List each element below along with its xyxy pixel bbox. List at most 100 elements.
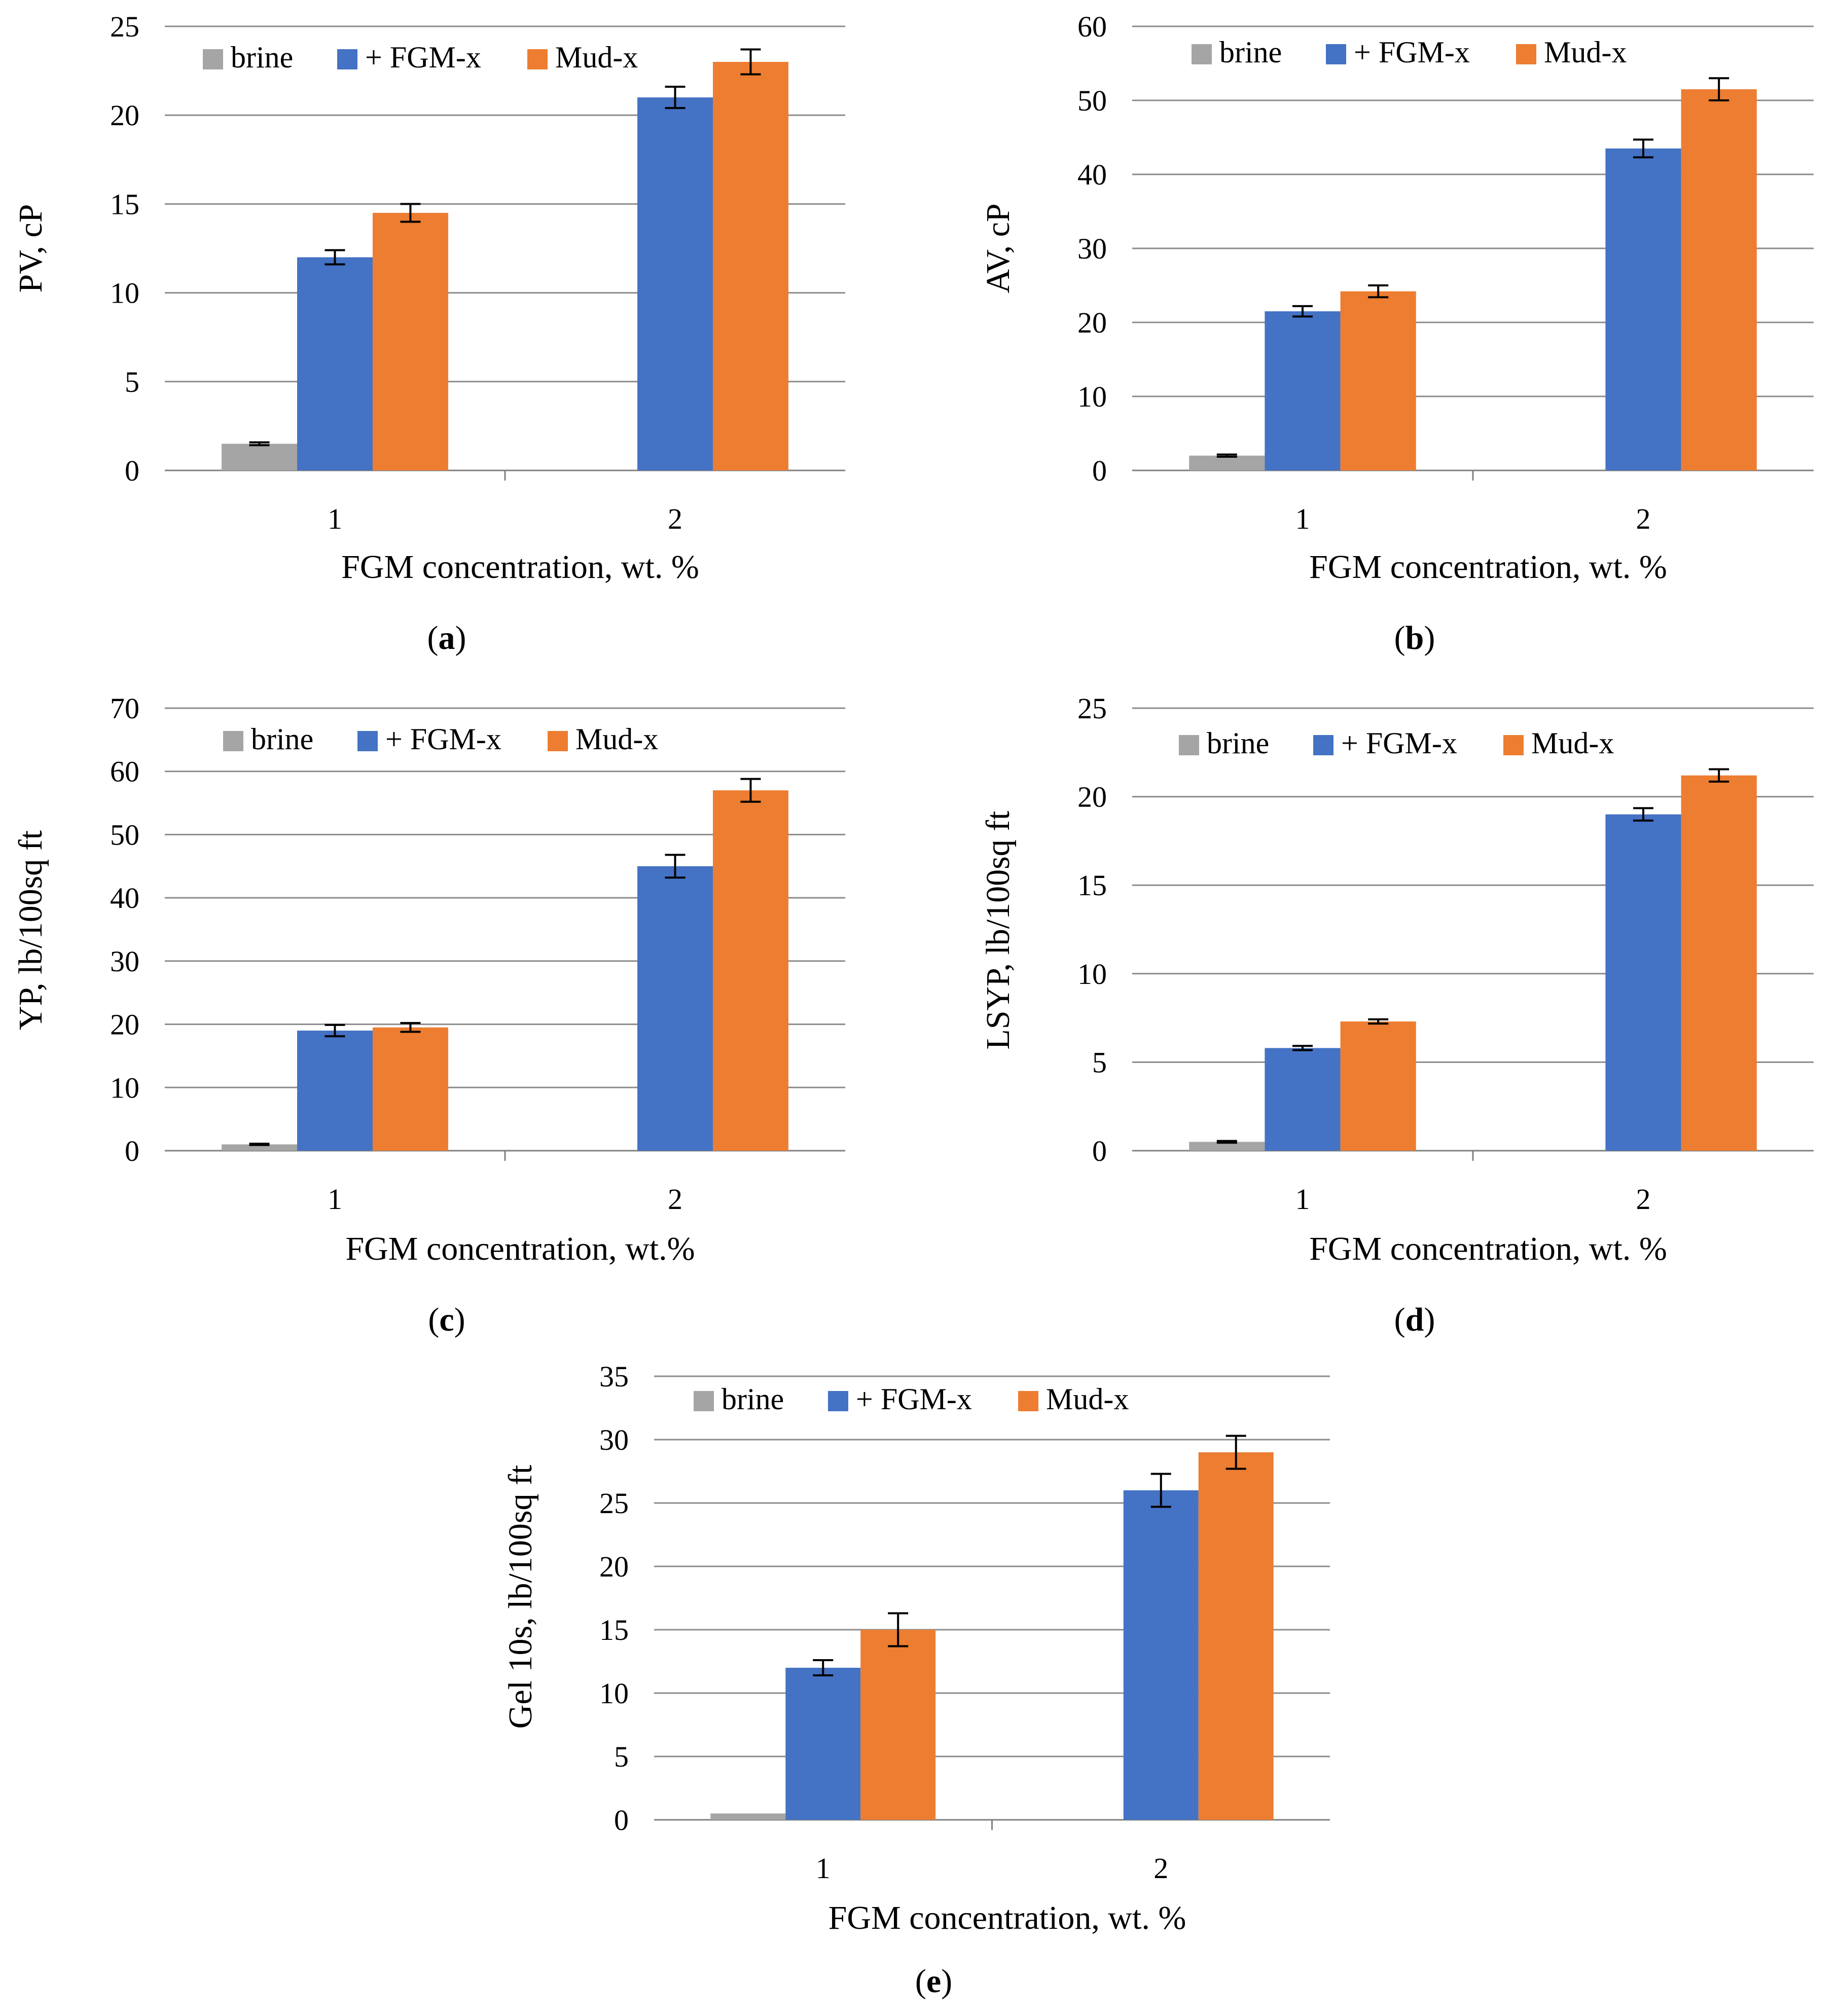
legend-swatch	[694, 1391, 714, 1411]
error-bar	[249, 441, 270, 447]
x-tick-label: 1	[328, 1183, 342, 1216]
y-tick-label: 20	[110, 1008, 139, 1041]
x-axis-title: FGM concentration, wt. %	[341, 548, 699, 585]
panel-caption: (c)	[428, 1301, 465, 1338]
x-tick-label: 2	[668, 502, 682, 535]
error-bar	[1292, 1045, 1313, 1051]
chart-panel-c: 0 10 20 30 40 50 60 70 1 2 brine + FGM-x Mud-x YP, lb…	[12, 692, 845, 1338]
x-tick-label: 1	[816, 1852, 831, 1885]
bar-brine-cat1	[710, 1813, 786, 1820]
y-tick-label: 50	[1077, 84, 1107, 117]
panel-caption: (b)	[1394, 619, 1435, 656]
legend-label: brine	[231, 41, 293, 74]
y-tick-label: 0	[125, 454, 139, 487]
error-bar	[740, 778, 761, 803]
legend-swatch	[1326, 44, 1346, 64]
bar-brine-cat1	[222, 1144, 298, 1151]
legend-swatch	[1179, 735, 1199, 755]
legend-label: Mud-x	[1544, 35, 1627, 69]
error-bar	[400, 203, 421, 223]
y-axis-title: YP, lb/100sq ft	[12, 830, 49, 1030]
bar-fgmx-cat2	[637, 866, 713, 1151]
legend-label: + FGM-x	[1354, 35, 1470, 69]
bar-fgmx-cat1	[785, 1668, 861, 1820]
y-tick-label: 15	[110, 188, 139, 221]
bar-mudx-cat1	[372, 212, 448, 470]
error-bar	[324, 1023, 345, 1038]
y-tick-label: 0	[125, 1134, 139, 1167]
y-axis-title: AV, cP	[980, 203, 1017, 293]
bar-brine-cat1	[1189, 1142, 1265, 1151]
x-axis-title: FGM concentration, wt. %	[828, 1899, 1186, 1936]
error-bar	[1709, 77, 1729, 101]
x-axis-title: FGM concentration, wt.%	[345, 1230, 695, 1267]
legend-label: Mud-x	[1531, 726, 1614, 760]
legend: brine + FGM-x Mud-x	[1192, 35, 1627, 69]
bar-fgmx-cat2	[1605, 814, 1681, 1151]
legend-swatch	[1313, 735, 1333, 755]
legend-label: brine	[722, 1382, 784, 1416]
error-bar	[1292, 305, 1313, 318]
error-bar	[1368, 1018, 1389, 1025]
error-bar	[400, 1022, 421, 1033]
x-tick-label: 1	[328, 502, 342, 535]
legend-label: brine	[251, 722, 313, 756]
y-tick-label: 5	[614, 1740, 629, 1773]
error-bar	[1216, 1140, 1237, 1144]
chart-panel-a: 0 5 10 15 20 25 1 2 brine + FGM-x Mud-x PV, cP FGM c…	[12, 10, 845, 656]
bar-mudx-cat2	[1681, 89, 1757, 471]
bar-mudx-cat2	[712, 62, 788, 470]
legend-label: + FGM-x	[365, 41, 481, 74]
x-axis-title: FGM concentration, wt. %	[1309, 548, 1667, 585]
x-tick-label: 2	[1636, 1183, 1651, 1216]
legend: brine + FGM-x Mud-x	[694, 1382, 1129, 1416]
y-tick-label: 30	[599, 1423, 629, 1456]
legend: brine + FGM-x Mud-x	[1179, 726, 1614, 760]
y-tick-label: 35	[599, 1360, 629, 1393]
y-tick-label: 0	[1092, 454, 1107, 487]
y-tick-label: 40	[110, 882, 139, 914]
y-tick-label: 5	[1092, 1046, 1107, 1079]
x-tick-label: 1	[1295, 1183, 1310, 1216]
y-tick-label: 60	[110, 755, 139, 788]
bar-mudx-cat1	[1340, 291, 1416, 470]
y-tick-label: 0	[1092, 1134, 1107, 1167]
legend-swatch	[357, 731, 378, 751]
x-tick-label: 1	[1295, 502, 1310, 535]
legend-label: + FGM-x	[1341, 726, 1457, 760]
legend-label: Mud-x	[555, 41, 638, 74]
legend-swatch	[828, 1391, 848, 1411]
bar-mudx-cat1	[860, 1630, 936, 1820]
chart-panel-b: 0 10 20 30 40 50 60 1 2 brine + FGM-x Mud-x AV, cP FG…	[980, 10, 1814, 656]
y-tick-label: 10	[599, 1677, 629, 1710]
y-tick-label: 30	[1077, 232, 1107, 265]
bar-fgmx-cat2	[637, 97, 713, 470]
bar-brine-cat1	[1189, 455, 1265, 470]
bar-fgmx-cat1	[297, 257, 373, 470]
legend-label: + FGM-x	[385, 722, 501, 756]
error-bar	[888, 1612, 909, 1647]
error-bar	[1150, 1473, 1171, 1508]
legend-label: brine	[1207, 726, 1269, 760]
legend-swatch	[203, 49, 223, 69]
error-bar	[1633, 138, 1653, 159]
legend-label: brine	[1219, 35, 1282, 69]
error-bar	[665, 86, 686, 109]
error-bar	[1709, 768, 1729, 783]
x-tick-label: 2	[1153, 1852, 1168, 1885]
y-tick-label: 25	[599, 1487, 629, 1520]
error-bar	[813, 1659, 834, 1676]
x-axis-title: FGM concentration, wt. %	[1309, 1230, 1667, 1267]
error-bar	[1225, 1435, 1246, 1470]
legend-swatch	[1516, 44, 1536, 64]
y-tick-label: 20	[110, 99, 139, 132]
y-tick-label: 30	[110, 945, 139, 978]
y-tick-label: 25	[1077, 692, 1107, 725]
y-axis-title: PV, cP	[12, 204, 49, 293]
error-bar	[324, 249, 345, 266]
error-bar	[249, 1143, 270, 1146]
bar-mudx-cat2	[1681, 775, 1757, 1151]
error-bar	[1633, 807, 1653, 822]
bar-mudx-cat2	[712, 790, 788, 1151]
